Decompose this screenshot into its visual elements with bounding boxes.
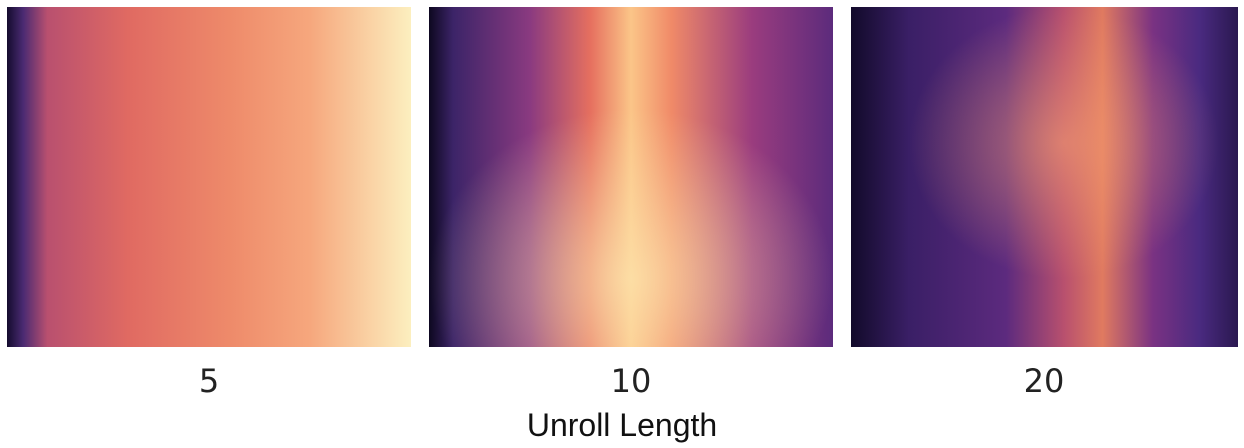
panel-label: 10: [611, 362, 652, 400]
heatmap-highlight: [429, 7, 833, 347]
panel-label: 5: [199, 362, 219, 400]
figure: 5 10 20 Unroll Length: [0, 0, 1244, 448]
x-axis-label: Unroll Length: [527, 407, 717, 443]
panel-label: 20: [1024, 362, 1065, 400]
heatmap-highlight: [851, 7, 1238, 347]
heatmap: [7, 7, 411, 347]
